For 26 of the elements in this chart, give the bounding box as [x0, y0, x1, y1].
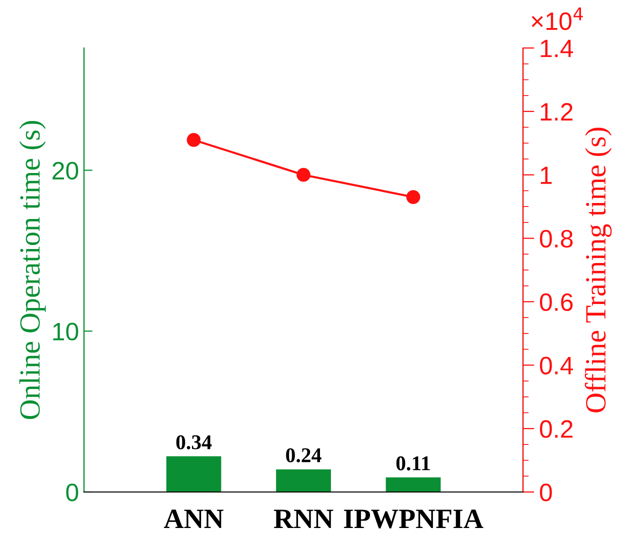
y2-tick-label: 0.6: [540, 293, 573, 312]
annotation: 0.24: [286, 448, 322, 462]
y-axis-title: Online Operation time (s): [19, 121, 46, 420]
point: [296, 168, 310, 182]
y2-axis-title: Offline Training time (s): [584, 128, 612, 412]
y2-tick-label: 1.4: [540, 40, 573, 58]
text: ×10$^{4}$: [532, 8, 583, 30]
y2-tick-label: 0.4: [540, 356, 573, 374]
x-tick-label: IPWPNFIA: [344, 510, 484, 528]
annotation: 0.11: [396, 456, 430, 470]
bar: [276, 469, 331, 492]
point: [406, 190, 420, 204]
x-tick-label: RNN: [274, 510, 334, 528]
y-tick-label: 20: [52, 162, 78, 180]
annotation: 0.34: [176, 435, 212, 450]
point: [186, 133, 201, 147]
y2-tick-label: 0.8: [540, 230, 573, 248]
y-tick-label: 10: [53, 322, 78, 340]
y2-tick-label: 1.2: [540, 103, 572, 120]
y-tick-label: 0: [66, 484, 78, 502]
x-tick-label: ANN: [164, 510, 224, 528]
y2-tick-label: 0: [540, 484, 552, 502]
bar: [386, 477, 441, 492]
y2-tick-label: 0.2: [540, 420, 572, 438]
bar: [166, 456, 222, 492]
y2-tick-label: 1: [540, 166, 552, 184]
